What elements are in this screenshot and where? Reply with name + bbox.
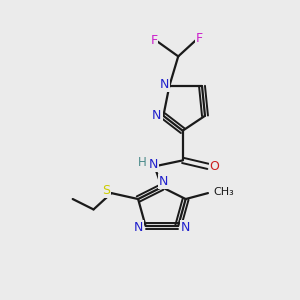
Text: N: N (134, 221, 143, 234)
Text: H: H (138, 156, 146, 169)
Text: N: N (152, 109, 161, 122)
Text: N: N (159, 175, 168, 188)
Text: O: O (210, 160, 219, 173)
Text: N: N (181, 221, 190, 234)
Text: F: F (150, 34, 158, 46)
Text: S: S (102, 184, 110, 197)
Text: F: F (196, 32, 203, 45)
Text: CH₃: CH₃ (213, 187, 234, 196)
Text: N: N (159, 78, 169, 91)
Text: N: N (148, 158, 158, 171)
